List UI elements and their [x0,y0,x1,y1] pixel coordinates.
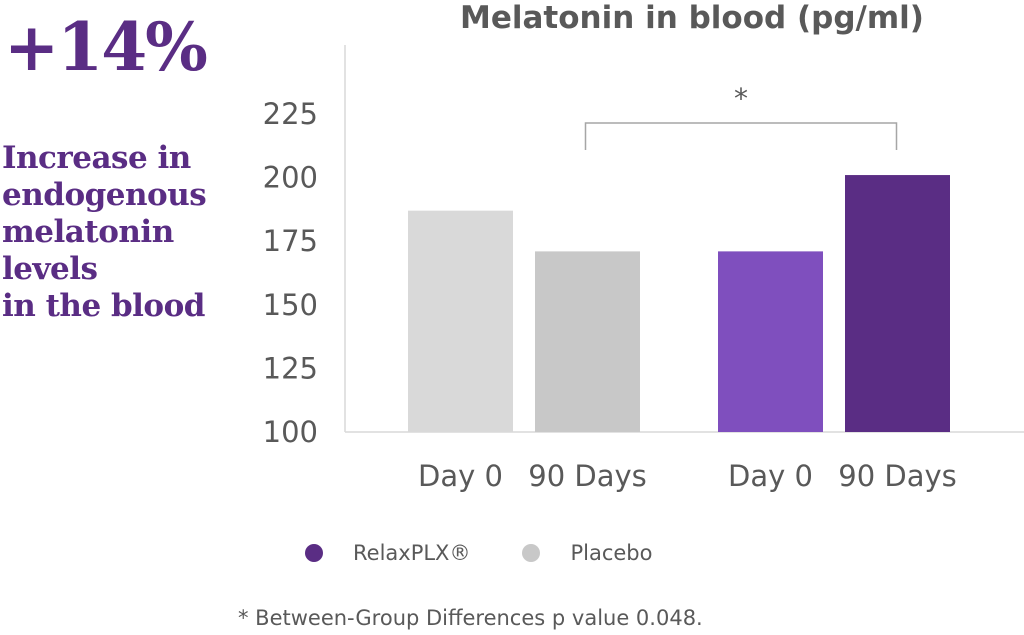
highlight-description-line: Increase in [2,140,191,176]
legend-swatch-placebo [522,544,541,562]
highlight-description-line: melatonin [2,214,174,250]
bar-placebo-day-0 [408,210,513,432]
chart-legend: RelaxPLX® Placebo [305,538,704,568]
highlight-description-line: in the blood [2,288,205,324]
x-tick-label: Day 0 [418,459,503,493]
significance-footnote: * Between-Group Differences p value 0.04… [238,606,703,630]
legend-label-relaxplx: RelaxPLX® [353,541,471,565]
plot-area: 100 125 150 175 200 225 Day 0 90 Days Day 0 90 Da… [263,45,1024,493]
x-tick-label: 90 Days [528,459,647,493]
bar-placebo-90-days [535,251,640,432]
y-tick-label: 200 [263,161,318,195]
highlight-stat: +14% [4,8,208,86]
legend-item-placebo: Placebo [522,541,652,565]
bar-relaxplx--90-days [845,175,950,432]
x-tick-label: Day 0 [728,459,813,493]
x-tick-label: 90 Days [838,459,957,493]
legend-item-relaxplx: RelaxPLX® [305,541,470,565]
highlight-description: Increase in endogenous melatonin levels … [2,140,232,325]
y-tick-label: 175 [263,224,318,258]
y-tick-label: 100 [263,415,318,449]
y-tick-label: 225 [263,97,318,131]
significance-marker: * [734,82,748,115]
highlight-description-line: levels [2,251,98,287]
chart-title: Melatonin in blood (pg/ml) [460,0,924,36]
y-tick-label: 125 [263,351,318,385]
highlight-description-line: endogenous [2,177,207,213]
legend-swatch-relaxplx [305,544,323,562]
y-tick-label: 150 [263,288,318,322]
significance-bracket [584,122,898,150]
legend-label-placebo: Placebo [570,541,653,565]
bar-relaxplx--day-0 [718,251,823,432]
